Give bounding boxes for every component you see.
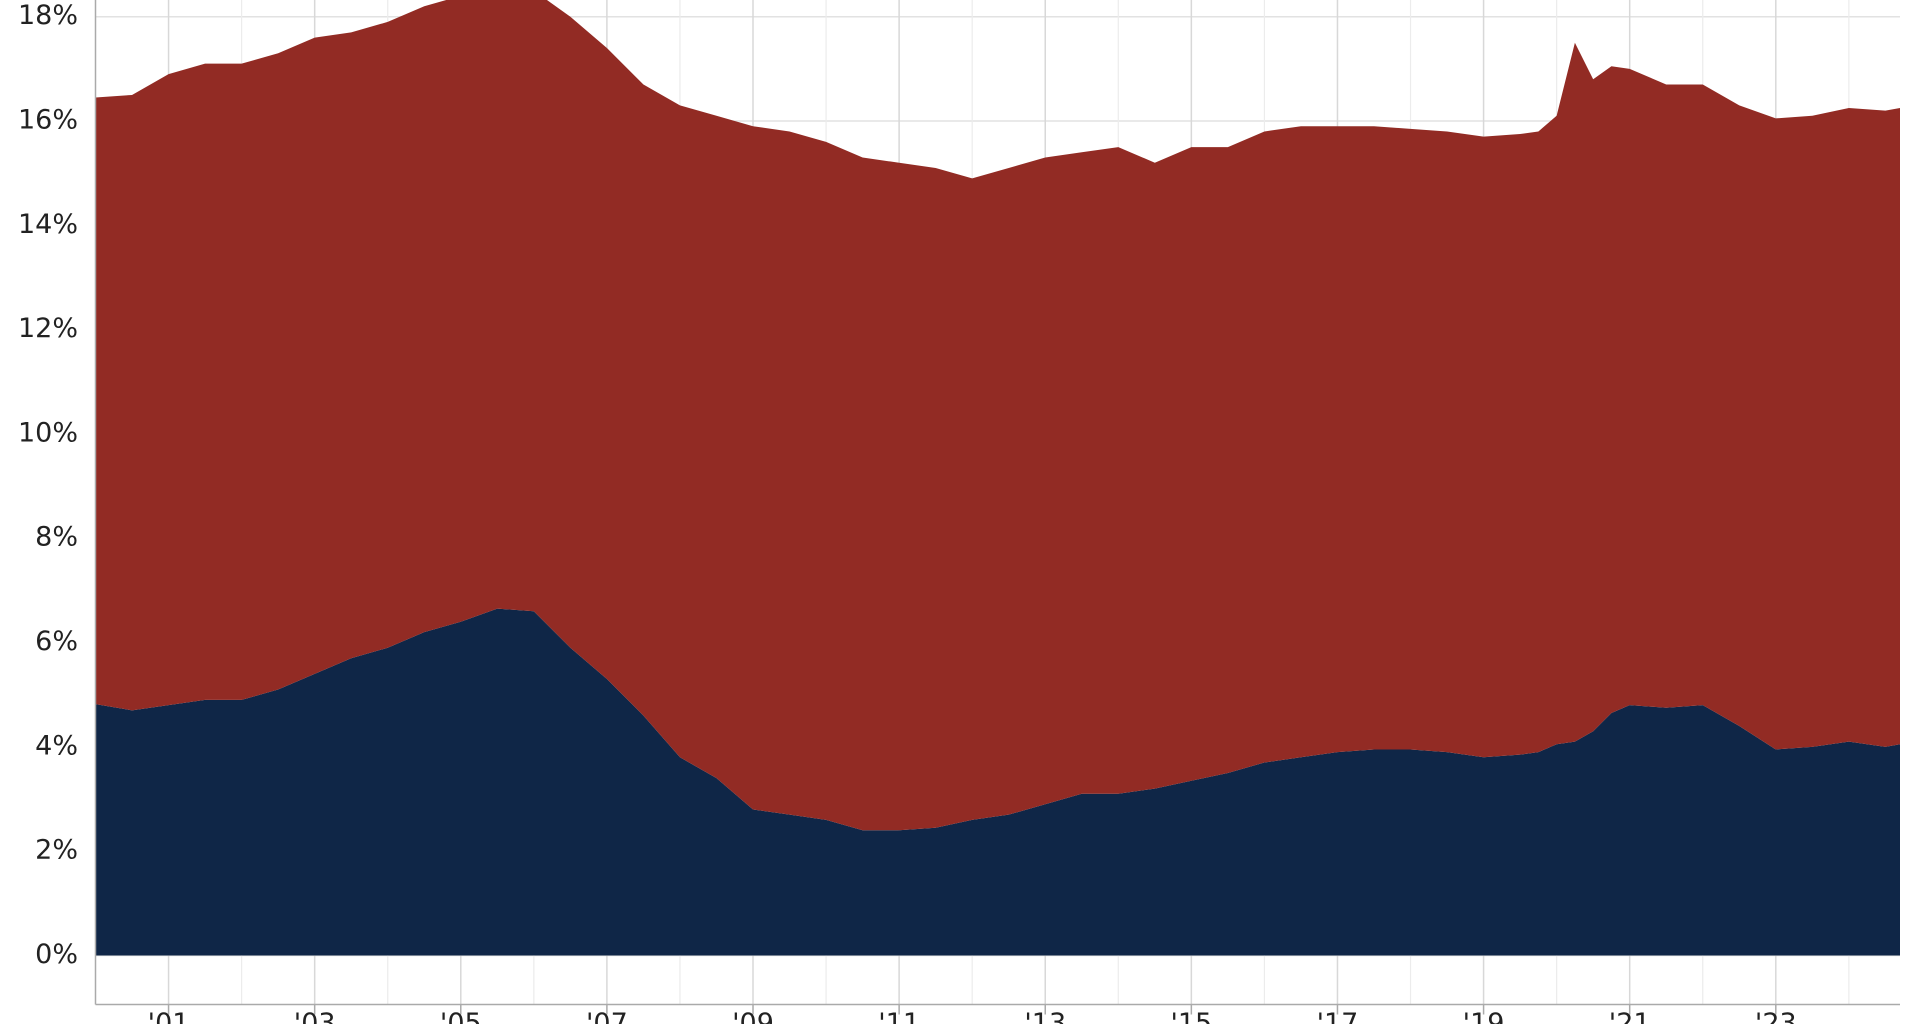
y-tick-label: 18% <box>18 0 78 31</box>
x-tick-label: '05 <box>440 1008 482 1024</box>
x-tick-label: '17 <box>1317 1008 1359 1024</box>
x-tick-label: '07 <box>586 1008 628 1024</box>
x-tick-label: '03 <box>294 1008 336 1024</box>
x-tick-label: '09 <box>732 1008 774 1024</box>
y-tick-label: 12% <box>18 313 78 344</box>
x-tick-label: '01 <box>148 1008 190 1024</box>
y-tick-label: 14% <box>18 209 78 240</box>
x-tick-label: '23 <box>1755 1008 1797 1024</box>
y-tick-label: 8% <box>35 522 78 553</box>
x-tick-label: '19 <box>1463 1008 1505 1024</box>
x-tick-label: '13 <box>1024 1008 1066 1024</box>
y-tick-label: 16% <box>18 105 78 136</box>
y-tick-label: 10% <box>18 417 78 448</box>
x-tick-label: '21 <box>1609 1008 1651 1024</box>
x-tick-label: '15 <box>1170 1008 1212 1024</box>
y-tick-label: 0% <box>35 939 78 970</box>
y-tick-label: 2% <box>35 835 78 866</box>
area <box>95 608 1900 956</box>
areas <box>95 0 1900 956</box>
y-tick-label: 6% <box>35 626 78 657</box>
area <box>95 0 1900 831</box>
x-tick-label: '11 <box>878 1008 920 1024</box>
axes: 0% 2% 4% 6% 8% 10% 12% 14% 16% 18% '01 '03 '05 '07 '09… <box>18 0 1900 1024</box>
y-tick-label: 4% <box>35 730 78 761</box>
